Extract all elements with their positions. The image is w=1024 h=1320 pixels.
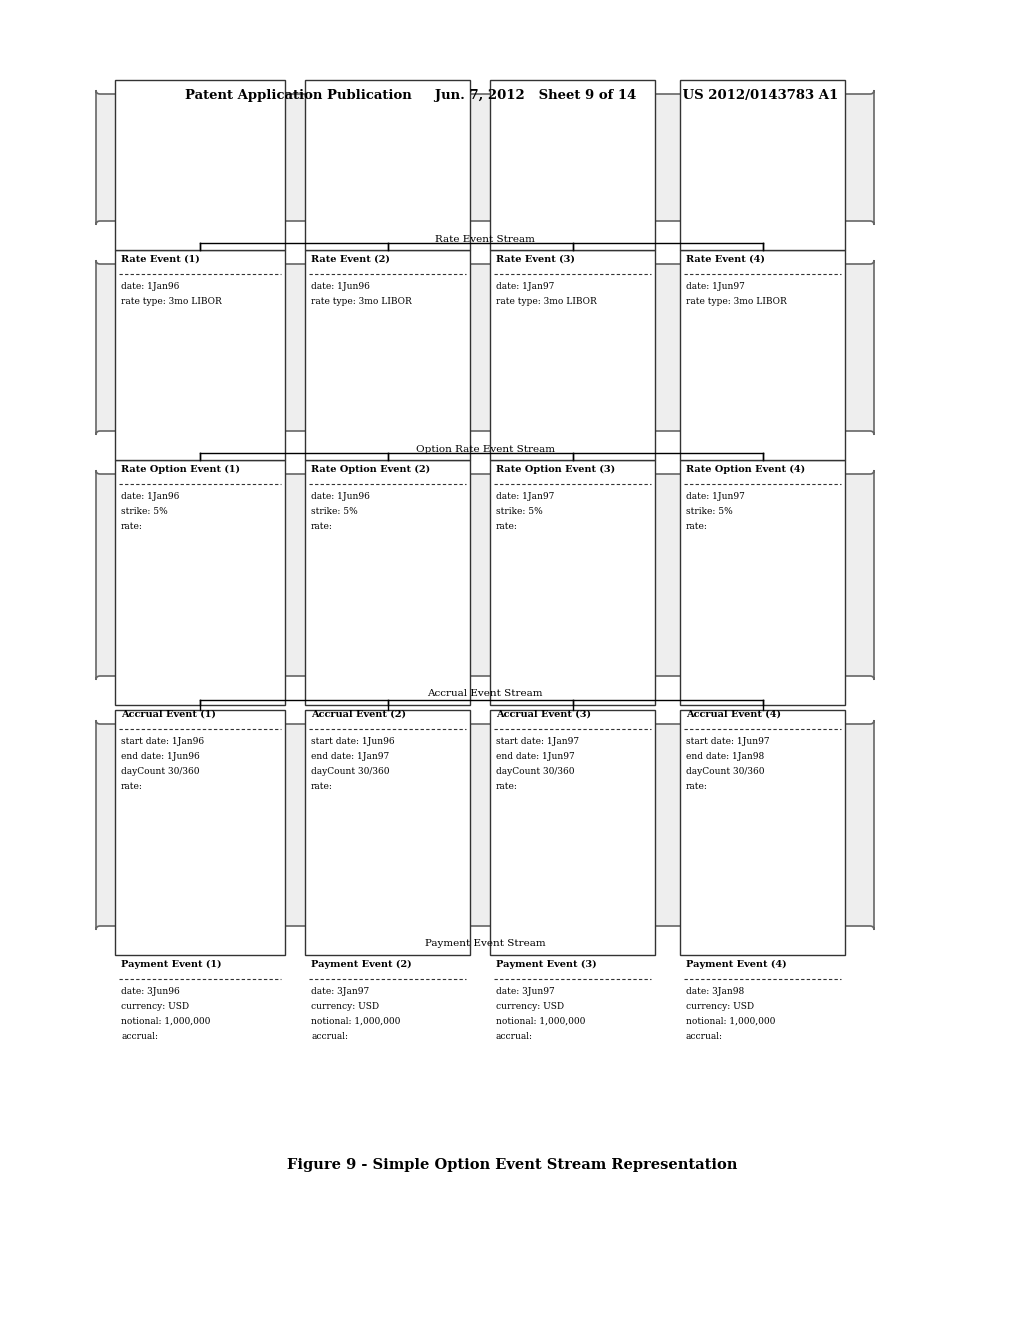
Text: date: 1Jun97: date: 1Jun97 bbox=[686, 492, 744, 502]
Bar bbox=[490, 459, 655, 705]
Text: rate:: rate: bbox=[311, 521, 333, 531]
Text: Accrual Event (4): Accrual Event (4) bbox=[686, 710, 781, 719]
Text: strike: 5%: strike: 5% bbox=[121, 507, 168, 516]
Text: currency: USD: currency: USD bbox=[311, 1002, 379, 1011]
Text: Rate Event (1): Rate Event (1) bbox=[121, 255, 200, 264]
Text: Accrual Event (2): Accrual Event (2) bbox=[311, 710, 406, 719]
Text: end date: 1Jun96: end date: 1Jun96 bbox=[121, 752, 200, 762]
Text: Rate Option Event (4): Rate Option Event (4) bbox=[686, 465, 805, 474]
Text: Payment Event (3): Payment Event (3) bbox=[496, 960, 597, 969]
Text: Rate Option Event (2): Rate Option Event (2) bbox=[311, 465, 430, 474]
Bar bbox=[680, 81, 845, 249]
Text: date: 3Jun96: date: 3Jun96 bbox=[121, 987, 180, 997]
Text: Accrual Event (1): Accrual Event (1) bbox=[121, 710, 216, 719]
Text: start date: 1Jan97: start date: 1Jan97 bbox=[496, 737, 580, 746]
Text: accrual:: accrual: bbox=[496, 1032, 534, 1041]
Text: Payment Event (2): Payment Event (2) bbox=[311, 960, 412, 969]
Text: Patent Application Publication     Jun. 7, 2012   Sheet 9 of 14          US 2012: Patent Application Publication Jun. 7, 2… bbox=[185, 88, 839, 102]
Bar bbox=[115, 81, 285, 249]
Bar bbox=[115, 459, 285, 705]
Text: dayCount 30/360: dayCount 30/360 bbox=[121, 767, 200, 776]
Text: date: 1Jan96: date: 1Jan96 bbox=[121, 282, 179, 290]
Text: Rate Option Event (3): Rate Option Event (3) bbox=[496, 465, 615, 474]
Bar bbox=[305, 81, 470, 249]
FancyBboxPatch shape bbox=[96, 470, 874, 680]
Text: Rate Event Stream: Rate Event Stream bbox=[435, 235, 535, 243]
Text: end date: 1Jan97: end date: 1Jan97 bbox=[311, 752, 389, 762]
Text: date: 3Jun97: date: 3Jun97 bbox=[496, 987, 555, 997]
Text: date: 1Jan97: date: 1Jan97 bbox=[496, 282, 554, 290]
Text: Accrual Event (3): Accrual Event (3) bbox=[496, 710, 591, 719]
Text: start date: 1Jan96: start date: 1Jan96 bbox=[121, 737, 204, 746]
Text: rate:: rate: bbox=[686, 521, 708, 531]
Text: date: 1Jun96: date: 1Jun96 bbox=[311, 282, 370, 290]
Bar bbox=[305, 249, 470, 459]
Text: notional: 1,000,000: notional: 1,000,000 bbox=[121, 1016, 210, 1026]
Text: strike: 5%: strike: 5% bbox=[311, 507, 357, 516]
Text: dayCount 30/360: dayCount 30/360 bbox=[686, 767, 765, 776]
Text: rate type: 3mo LIBOR: rate type: 3mo LIBOR bbox=[121, 297, 222, 306]
Bar bbox=[115, 710, 285, 954]
FancyBboxPatch shape bbox=[96, 719, 874, 931]
Bar bbox=[680, 459, 845, 705]
Text: Payment Event Stream: Payment Event Stream bbox=[425, 940, 546, 949]
Text: dayCount 30/360: dayCount 30/360 bbox=[311, 767, 389, 776]
Text: Rate Event (4): Rate Event (4) bbox=[686, 255, 765, 264]
Text: rate type: 3mo LIBOR: rate type: 3mo LIBOR bbox=[311, 297, 412, 306]
Text: rate:: rate: bbox=[121, 781, 143, 791]
Text: currency: USD: currency: USD bbox=[496, 1002, 564, 1011]
Bar bbox=[115, 249, 285, 459]
Bar bbox=[490, 249, 655, 459]
Text: date: 1Jan96: date: 1Jan96 bbox=[121, 492, 179, 502]
Text: dayCount 30/360: dayCount 30/360 bbox=[496, 767, 574, 776]
Text: date: 3Jan97: date: 3Jan97 bbox=[311, 987, 370, 997]
Bar bbox=[680, 710, 845, 954]
Text: accrual:: accrual: bbox=[686, 1032, 723, 1041]
Text: date: 1Jan97: date: 1Jan97 bbox=[496, 492, 554, 502]
Text: Rate Event (3): Rate Event (3) bbox=[496, 255, 574, 264]
Text: currency: USD: currency: USD bbox=[121, 1002, 189, 1011]
Bar bbox=[680, 249, 845, 459]
Text: date: 3Jan98: date: 3Jan98 bbox=[686, 987, 744, 997]
Text: rate:: rate: bbox=[496, 521, 518, 531]
Text: rate:: rate: bbox=[686, 781, 708, 791]
Text: date: 1Jun97: date: 1Jun97 bbox=[686, 282, 744, 290]
Text: rate type: 3mo LIBOR: rate type: 3mo LIBOR bbox=[496, 297, 597, 306]
Text: Payment Event (1): Payment Event (1) bbox=[121, 960, 221, 969]
Text: notional: 1,000,000: notional: 1,000,000 bbox=[496, 1016, 586, 1026]
Text: rate:: rate: bbox=[496, 781, 518, 791]
Text: rate:: rate: bbox=[311, 781, 333, 791]
Text: Option Rate Event Stream: Option Rate Event Stream bbox=[416, 445, 555, 454]
Text: currency: USD: currency: USD bbox=[686, 1002, 754, 1011]
FancyBboxPatch shape bbox=[96, 90, 874, 224]
Text: Rate Option Event (1): Rate Option Event (1) bbox=[121, 465, 240, 474]
Text: start date: 1Jun97: start date: 1Jun97 bbox=[686, 737, 770, 746]
Bar bbox=[305, 710, 470, 954]
Text: accrual:: accrual: bbox=[311, 1032, 348, 1041]
Text: strike: 5%: strike: 5% bbox=[686, 507, 733, 516]
Text: start date: 1Jun96: start date: 1Jun96 bbox=[311, 737, 394, 746]
Text: Payment Event (4): Payment Event (4) bbox=[686, 960, 786, 969]
Bar bbox=[305, 459, 470, 705]
Text: accrual:: accrual: bbox=[121, 1032, 158, 1041]
Text: end date: 1Jan98: end date: 1Jan98 bbox=[686, 752, 764, 762]
Text: Rate Event (2): Rate Event (2) bbox=[311, 255, 390, 264]
FancyBboxPatch shape bbox=[96, 260, 874, 436]
Text: strike: 5%: strike: 5% bbox=[496, 507, 543, 516]
Bar bbox=[490, 81, 655, 249]
Text: rate type: 3mo LIBOR: rate type: 3mo LIBOR bbox=[686, 297, 786, 306]
Text: end date: 1Jun97: end date: 1Jun97 bbox=[496, 752, 574, 762]
Text: notional: 1,000,000: notional: 1,000,000 bbox=[311, 1016, 400, 1026]
Text: Figure 9 - Simple Option Event Stream Representation: Figure 9 - Simple Option Event Stream Re… bbox=[287, 1158, 737, 1172]
Text: rate:: rate: bbox=[121, 521, 143, 531]
Bar bbox=[490, 710, 655, 954]
Text: Accrual Event Stream: Accrual Event Stream bbox=[427, 689, 543, 698]
Text: date: 1Jun96: date: 1Jun96 bbox=[311, 492, 370, 502]
Text: notional: 1,000,000: notional: 1,000,000 bbox=[686, 1016, 775, 1026]
